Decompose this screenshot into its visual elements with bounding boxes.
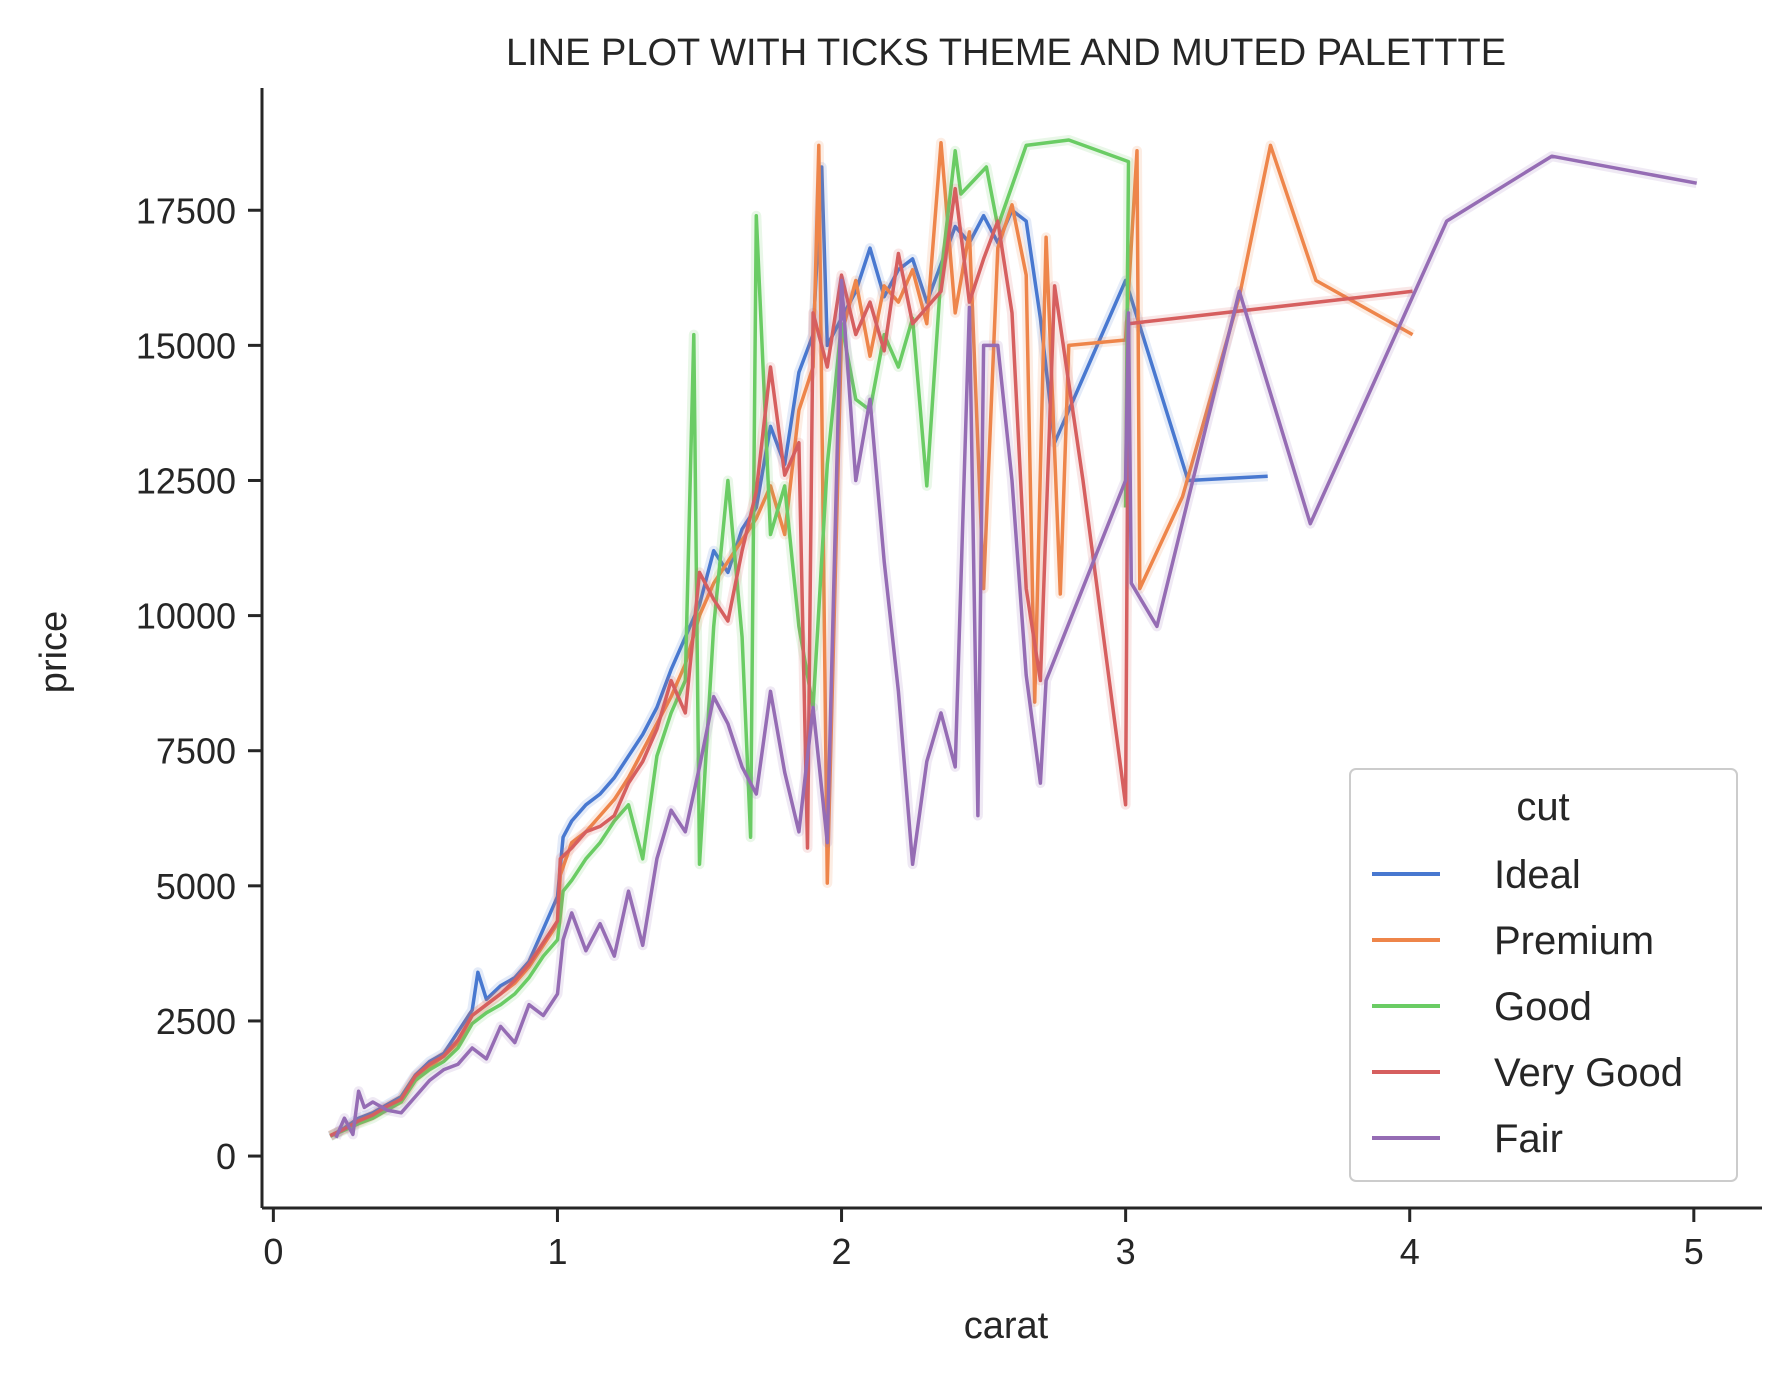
y-tick-label: 15000 xyxy=(136,325,236,366)
x-axis-label: carat xyxy=(964,1305,1049,1347)
y-tick-label: 17500 xyxy=(136,190,236,231)
y-axis-ticks: 0 2500 5000 7500 10000 12500 15000 17500 xyxy=(136,190,262,1177)
y-tick-label: 10000 xyxy=(136,596,236,637)
legend-label-premium: Premium xyxy=(1494,919,1654,963)
y-tick-label: 7500 xyxy=(156,731,236,772)
legend: cut Ideal Premium Good Very Good Fair xyxy=(1349,768,1738,1182)
legend-label-ideal: Ideal xyxy=(1494,853,1581,897)
y-tick-label: 12500 xyxy=(136,460,236,501)
x-tick-label: 3 xyxy=(1116,1231,1136,1272)
x-tick-label: 5 xyxy=(1684,1231,1704,1272)
legend-items: Ideal Premium Good Very Good Fair xyxy=(1372,853,1683,1161)
y-tick-label: 5000 xyxy=(156,866,236,907)
x-tick-label: 1 xyxy=(547,1231,567,1272)
x-tick-label: 2 xyxy=(832,1231,852,1272)
y-tick-label: 2500 xyxy=(156,1001,236,1042)
x-axis-ticks: 0 1 2 3 4 5 xyxy=(263,1208,1704,1272)
chart-title: LINE PLOT WITH TICKS THEME AND MUTED PAL… xyxy=(506,32,1506,74)
plot-area xyxy=(327,135,1698,1141)
series-line-very-good xyxy=(329,186,1413,1138)
legend-box xyxy=(1349,768,1738,1182)
series-line-fair xyxy=(334,154,1698,1139)
x-tick-label: 0 xyxy=(263,1231,283,1272)
y-tick-label: 0 xyxy=(216,1136,236,1177)
legend-label-very-good: Very Good xyxy=(1494,1051,1683,1095)
y-axis-label: price xyxy=(33,611,75,693)
legend-label-good: Good xyxy=(1494,985,1592,1029)
x-tick-label: 4 xyxy=(1400,1231,1420,1272)
legend-label-fair: Fair xyxy=(1494,1117,1563,1161)
legend-title: cut xyxy=(1516,785,1569,829)
series-line-good xyxy=(329,138,1131,1138)
